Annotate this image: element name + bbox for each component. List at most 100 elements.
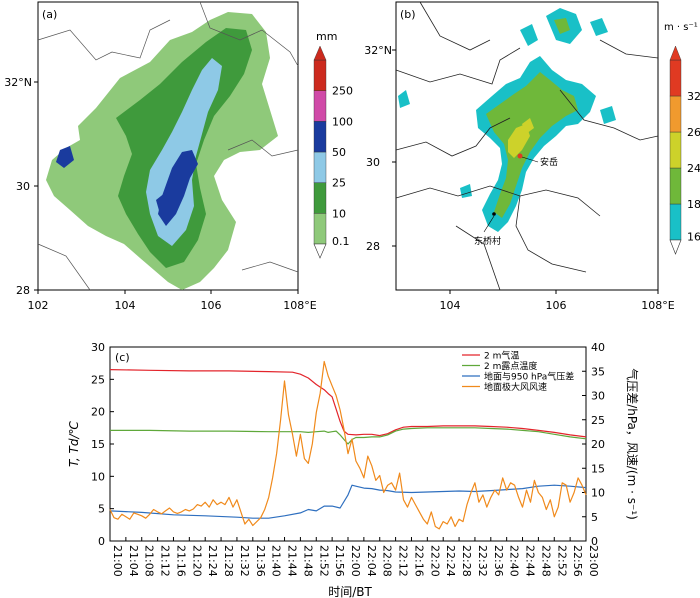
- lat-tick-label: 30: [366, 156, 380, 169]
- colorbar-level-label: 26: [687, 126, 700, 139]
- lat-tick-label: 32°N: [364, 44, 392, 57]
- panel-b-boundaries: [395, 1, 659, 291]
- x-tick-label: 22:12: [397, 545, 410, 577]
- x-tick-label: 21:16: [174, 545, 187, 577]
- colorbar-swatch: [313, 213, 327, 245]
- lon-tick-label: 102: [28, 299, 49, 312]
- x-tick-label: 22:00: [349, 545, 362, 577]
- left-y-tick-label: 15: [91, 438, 105, 451]
- lon-tick-label: 106: [201, 299, 222, 312]
- right-y-tick-label: 30: [591, 390, 605, 403]
- colorbar-bottom-triangle: [313, 243, 327, 259]
- colorbar-swatch: [669, 95, 682, 133]
- x-axis: 21:00 21:04 21:08 21:12 21:16 21:20 21:24 21:28…: [109, 537, 600, 577]
- colorbar-level-label: 16: [687, 230, 700, 243]
- left-y-tick-label: 20: [91, 406, 105, 419]
- left-y-tick-label: 5: [98, 503, 105, 516]
- x-tick-label: 22:56: [571, 545, 584, 577]
- anyue-label: 安岳: [540, 156, 558, 168]
- colorbar-top-triangle: [313, 45, 327, 61]
- x-tick-label: 22:32: [476, 545, 489, 577]
- panel-a: 28 30 32°N 102 104 106 108°E (a) mm 0.1 1…: [4, 1, 353, 312]
- left-y-axis-title: T, Td/℃: [67, 420, 81, 467]
- colorbar-level-label: 18: [687, 198, 700, 211]
- x-tick-label: 21:32: [238, 545, 251, 577]
- right-y-tick-label: 10: [591, 487, 605, 500]
- lat-tick-label: 30: [16, 180, 30, 193]
- lon-tick-label: 104: [440, 299, 461, 312]
- precip-patch: [156, 192, 170, 214]
- wind-area-18: [554, 18, 570, 34]
- colorbar-swatch: [313, 182, 327, 214]
- colorbar-level-label: 25: [332, 177, 346, 190]
- x-tick-label: 22:52: [555, 545, 568, 577]
- panel-c-label: (c): [115, 351, 130, 364]
- x-tick-label: 22:08: [381, 545, 394, 577]
- colorbar-swatch: [313, 121, 327, 153]
- panel-a-boundaries: [37, 1, 299, 291]
- colorbar-level-label: 0.1: [332, 235, 350, 248]
- wind-area-16: [520, 24, 538, 46]
- left-y-tick-label: 0: [98, 535, 105, 548]
- colorbar-top-triangle: [669, 45, 682, 61]
- x-tick-label: 21:48: [301, 545, 314, 577]
- colorbar-level-label: 250: [332, 85, 353, 98]
- right-y-tick-label: 5: [591, 511, 598, 524]
- series-line-0: [109, 369, 587, 438]
- panel-a-lon-ticks: 102 104 106 108°E: [28, 290, 317, 312]
- colorbar-bottom-triangle: [669, 239, 682, 255]
- right-y-tick-label: 15: [591, 462, 605, 475]
- dongqiao-marker: 东桥村: [474, 212, 501, 247]
- wind-area-24: [522, 118, 534, 134]
- legend-label: 2 m气温: [484, 350, 519, 362]
- anyue-marker: 安岳: [517, 153, 558, 168]
- x-tick-label: 22:04: [365, 545, 378, 577]
- x-tick-label: 21:44: [286, 545, 299, 577]
- x-tick-label: 22:48: [539, 545, 552, 577]
- panel-b-label: (b): [400, 8, 416, 21]
- legend-label: 地面与950 hPa气压差: [484, 371, 574, 383]
- panel-b-lat-ticks: 28 30 32°N: [364, 44, 396, 253]
- x-tick-label: 21:08: [143, 545, 156, 577]
- series-line-3: [109, 360, 587, 530]
- x-tick-label: 21:00: [111, 545, 124, 577]
- panel-b-lon-ticks: 104 106 108°E: [440, 290, 675, 312]
- right-y-tick-label: 0: [591, 535, 598, 548]
- x-tick-label: 23:00: [587, 545, 600, 577]
- x-tick-label: 22:36: [492, 545, 505, 577]
- x-tick-label: 21:56: [333, 545, 346, 577]
- colorbar-level-label: 10: [332, 207, 346, 220]
- legend-label: 地面极大风风速: [484, 381, 547, 393]
- lon-tick-label: 104: [115, 299, 136, 312]
- x-tick-label: 21:12: [159, 545, 172, 577]
- colorbar-swatch: [313, 90, 327, 122]
- x-tick-label: 21:28: [222, 545, 235, 577]
- x-tick-label: 21:24: [206, 545, 219, 577]
- left-y-tick-label: 10: [91, 470, 105, 483]
- x-tick-label: 22:16: [412, 545, 425, 577]
- wind-area-16: [590, 18, 608, 36]
- wind-area-16: [600, 106, 616, 124]
- colorbar-swatch: [313, 151, 327, 183]
- colorbar-swatch: [669, 59, 682, 97]
- left-y-tick-label: 25: [91, 373, 105, 386]
- lon-tick-label: 108°E: [283, 299, 316, 312]
- colorbar-swatch: [669, 203, 682, 241]
- panel-a-precip-map: [46, 12, 278, 290]
- colorbar-level-label: 24: [687, 162, 700, 175]
- panel-b: 28 30 32°N 104 106 108°E 安岳 东桥村 (b) m · …: [364, 1, 700, 312]
- colorbar-unit: m · s⁻¹: [664, 22, 698, 33]
- panel-a-label: (a): [42, 8, 57, 21]
- x-tick-label: 22:44: [524, 545, 537, 577]
- colorbar-level-label: 50: [332, 146, 346, 159]
- right-y-tick-label: 40: [591, 341, 605, 354]
- left-y-tick-label: 30: [91, 341, 105, 354]
- wind-area-24: [508, 124, 530, 158]
- series-lines: [109, 360, 587, 530]
- colorbar-swatch: [669, 131, 682, 169]
- dongqiao-label: 东桥村: [474, 235, 501, 247]
- precip-patch: [56, 146, 74, 168]
